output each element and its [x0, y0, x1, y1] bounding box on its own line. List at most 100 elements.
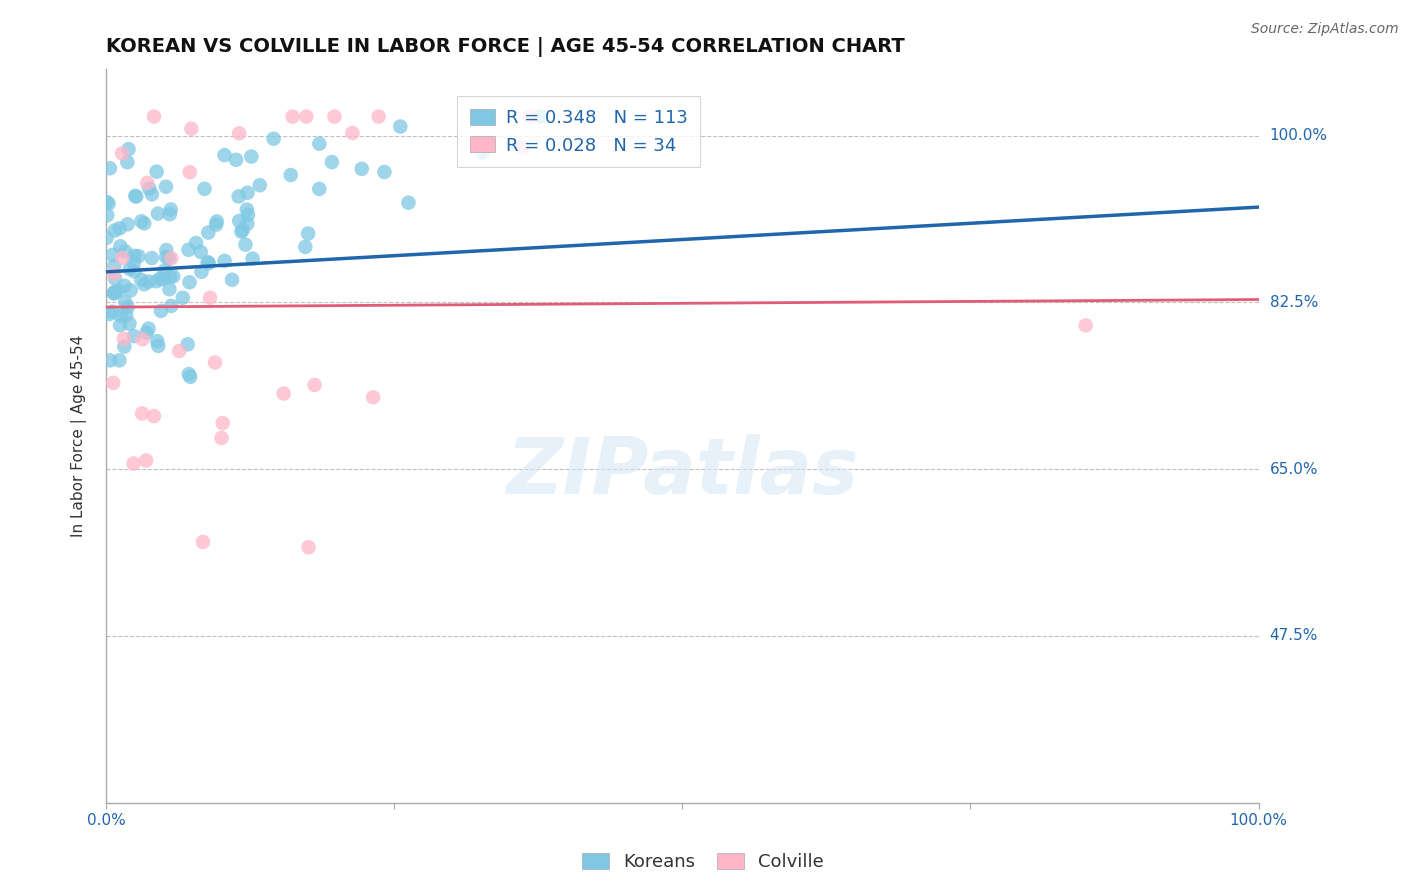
Point [263, 132, 285, 146]
Point [104, 223, 127, 237]
Point [172, 291, 194, 305]
Point [221, 273, 243, 287]
Point [110, 309, 132, 323]
Legend: R = 0.348   N = 113, R = 0.028   N = 34: R = 0.348 N = 113, R = 0.028 N = 34 [457, 96, 700, 167]
Point [180, 121, 202, 136]
Point [242, 252, 264, 266]
Point [134, 277, 156, 292]
Point [107, 284, 129, 298]
Point [240, 150, 263, 164]
Point [135, 326, 157, 340]
Point [162, 269, 184, 284]
Point [149, 304, 172, 318]
Point [115, 308, 138, 322]
Point [138, 275, 160, 289]
Point [297, 541, 319, 555]
Point [136, 176, 159, 190]
Point [143, 110, 166, 124]
Point [191, 535, 214, 549]
Point [179, 369, 201, 384]
Point [122, 255, 145, 269]
Point [225, 153, 247, 167]
Point [308, 182, 330, 196]
Point [211, 431, 233, 445]
Point [104, 271, 127, 285]
Point [118, 317, 141, 331]
Point [177, 367, 200, 381]
Point [197, 226, 219, 240]
Text: ZIPatlas: ZIPatlas [506, 434, 859, 510]
Point [122, 329, 145, 343]
Point [104, 285, 127, 299]
Point [512, 141, 534, 155]
Point [350, 161, 373, 176]
Point [228, 126, 250, 140]
Point [103, 285, 125, 300]
Point [281, 110, 304, 124]
Point [193, 182, 215, 196]
Point [98, 161, 121, 176]
Point [141, 187, 163, 202]
Point [114, 278, 136, 293]
Point [157, 282, 180, 296]
Point [101, 305, 124, 319]
Point [124, 189, 146, 203]
Point [111, 146, 134, 161]
Point [159, 269, 181, 284]
Point [122, 457, 145, 471]
Point [96, 231, 118, 245]
Point [159, 202, 181, 217]
Point [103, 259, 125, 273]
Point [103, 286, 125, 301]
Point [138, 181, 160, 195]
Y-axis label: In Labor Force | Age 45-54: In Labor Force | Age 45-54 [72, 334, 87, 537]
Point [280, 168, 302, 182]
Point [108, 221, 131, 235]
Point [131, 273, 153, 287]
Point [159, 207, 181, 221]
Point [160, 299, 183, 313]
Point [112, 332, 135, 346]
Point [135, 453, 157, 467]
Point [120, 283, 142, 297]
Text: KOREAN VS COLVILLE IN LABOR FORCE | AGE 45-54 CORRELATION CHART: KOREAN VS COLVILLE IN LABOR FORCE | AGE … [105, 37, 904, 57]
Point [118, 262, 141, 277]
Point [141, 251, 163, 265]
Point [236, 202, 259, 217]
Point [1074, 318, 1097, 333]
Point [297, 227, 319, 241]
Point [153, 263, 176, 277]
Point [214, 253, 236, 268]
Point [273, 386, 295, 401]
Point [103, 267, 125, 281]
Point [96, 208, 118, 222]
Point [179, 165, 201, 179]
Point [190, 244, 212, 259]
Text: Source: ZipAtlas.com: Source: ZipAtlas.com [1251, 22, 1399, 37]
Point [108, 318, 131, 333]
Point [294, 240, 316, 254]
Point [214, 148, 236, 162]
Point [111, 251, 134, 265]
Point [152, 271, 174, 285]
Point [101, 248, 124, 262]
Point [112, 340, 135, 354]
Legend: Koreans, Colville: Koreans, Colville [575, 846, 831, 879]
Point [149, 271, 172, 285]
Point [145, 274, 167, 288]
Point [367, 110, 389, 124]
Point [197, 255, 219, 269]
Point [98, 353, 121, 368]
Text: 100.0%: 100.0% [1270, 128, 1327, 143]
Point [236, 217, 259, 231]
Point [142, 409, 165, 423]
Point [342, 126, 364, 140]
Point [98, 307, 121, 321]
Point [231, 225, 253, 239]
Point [205, 214, 228, 228]
Point [138, 321, 160, 335]
Point [117, 300, 139, 314]
Point [125, 189, 148, 203]
Point [304, 378, 326, 392]
Point [124, 249, 146, 263]
